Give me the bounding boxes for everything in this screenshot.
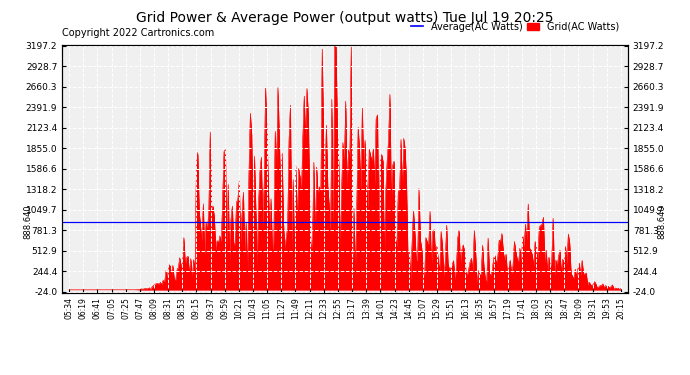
Text: 888.640: 888.640 [23, 205, 32, 239]
Text: Grid Power & Average Power (output watts) Tue Jul 19 20:25: Grid Power & Average Power (output watts… [136, 11, 554, 25]
Text: 888.640: 888.640 [658, 205, 667, 239]
Legend: Average(AC Watts), Grid(AC Watts): Average(AC Watts), Grid(AC Watts) [408, 18, 623, 36]
Text: Copyright 2022 Cartronics.com: Copyright 2022 Cartronics.com [62, 28, 215, 38]
